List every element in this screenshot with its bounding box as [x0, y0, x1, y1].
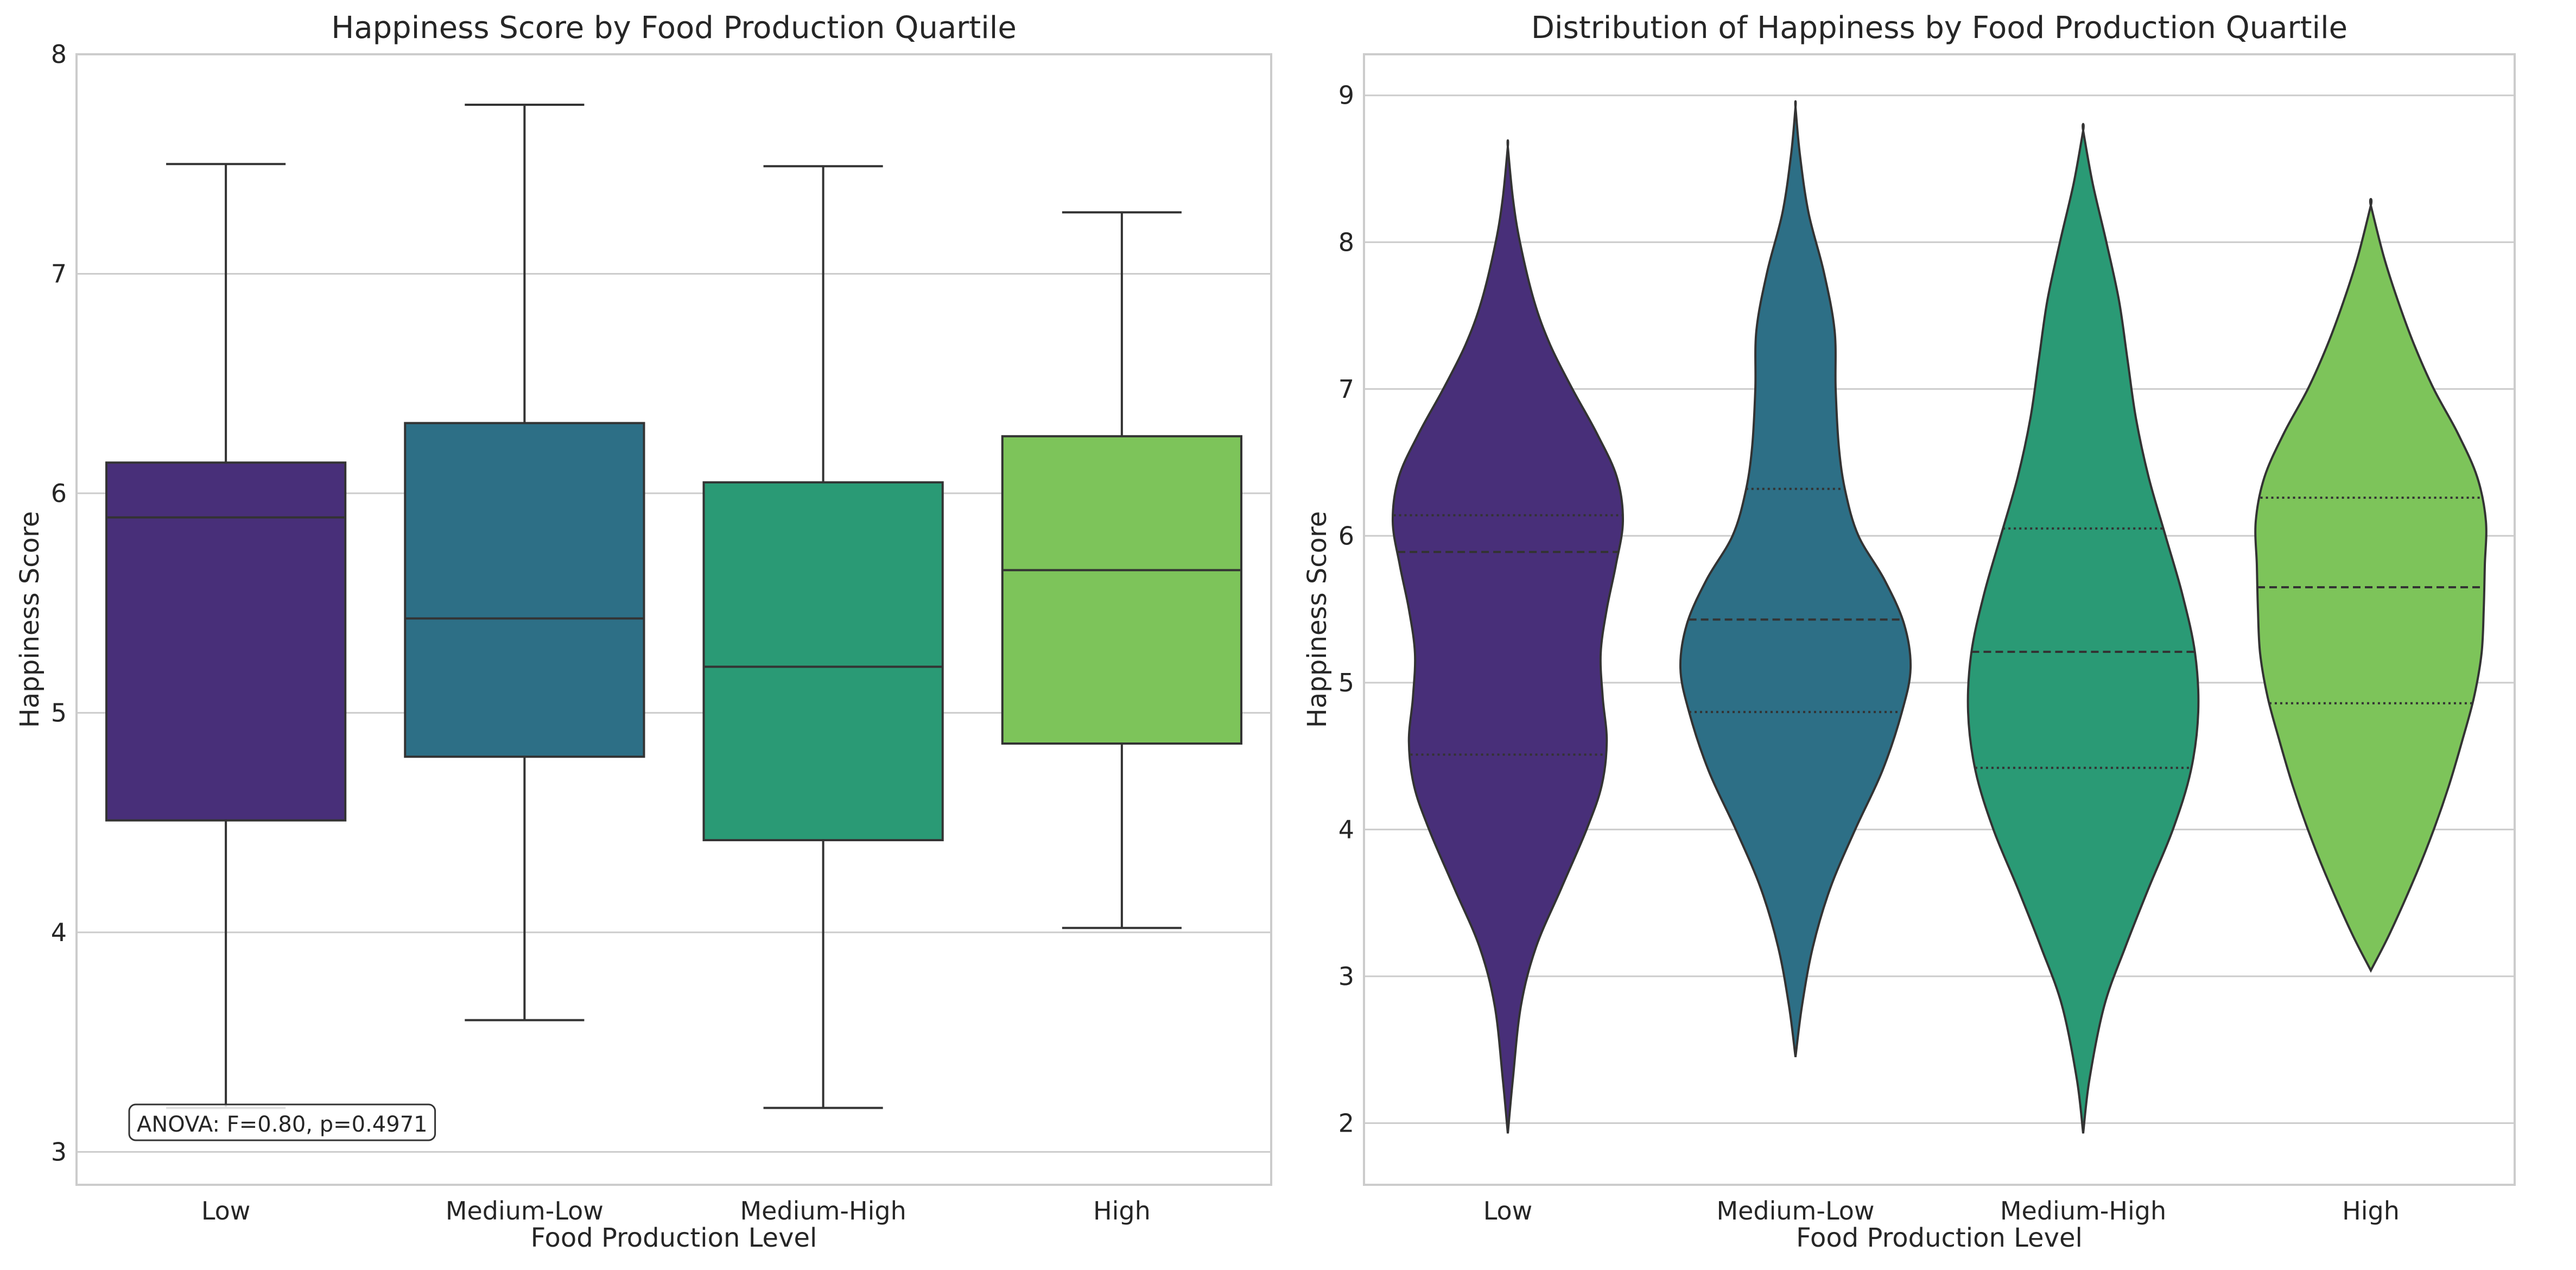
boxplot-panel: 3 4 5 6 7 8 Low Medium-Low Medium-High High Happin…	[15, 10, 1272, 1253]
box-iqr	[404, 422, 645, 758]
y-tick-label: 6	[1338, 521, 1354, 550]
x-axis-label: Food Production Level	[531, 1223, 817, 1253]
violin-body	[1391, 139, 1625, 1134]
x-tick-label: Low	[1483, 1196, 1533, 1225]
y-tick-label: 9	[1338, 81, 1354, 110]
anova-box	[128, 1103, 436, 1141]
y-tick-label: 5	[51, 698, 67, 727]
y-tick-label: 3	[1338, 962, 1354, 991]
violin-panel: 2 3 4 5 6 7 8 9 Low Medium-Low Medium-High High Dist…	[1302, 10, 2516, 1253]
box-iqr	[1001, 435, 1242, 745]
violin-body	[1679, 100, 1912, 1057]
y-tick-label: 8	[1338, 227, 1354, 257]
x-tick-label: High	[2342, 1196, 2400, 1225]
violin-high	[2254, 198, 2488, 973]
y-tick-label: 2	[1338, 1108, 1354, 1138]
y-axis-label: Happiness Score	[1302, 511, 1333, 728]
y-tick-label: 3	[51, 1137, 67, 1166]
axes-frame	[75, 53, 1272, 1186]
anova-text: ANOVA: F=0.80, p=0.4971	[137, 1112, 428, 1137]
chart-title: Distribution of Happiness by Food Produc…	[1531, 10, 2347, 46]
y-tick-label: 4	[51, 918, 67, 947]
y-axis-label: Happiness Score	[15, 511, 45, 728]
x-tick-label: Medium-Low	[1716, 1196, 1874, 1225]
violin-body	[1966, 123, 2200, 1134]
violin-low	[1391, 139, 1625, 1134]
x-tick-label: Medium-High	[2000, 1196, 2166, 1225]
x-tick-label: Medium-Low	[446, 1196, 604, 1225]
axes-frame	[1363, 53, 2516, 1186]
violin-medium-low	[1679, 100, 1912, 1057]
anova-annotation: ANOVA: F=0.80, p=0.4971	[128, 1103, 436, 1141]
x-tick-label: Medium-High	[740, 1196, 906, 1225]
box-iqr	[105, 461, 347, 822]
x-tick-label: Low	[201, 1196, 251, 1225]
y-tick-label: 8	[51, 40, 67, 69]
violin-medium-high	[1966, 123, 2200, 1134]
x-tick-label: High	[1093, 1196, 1151, 1225]
x-axis-label: Food Production Level	[1796, 1223, 2083, 1253]
box-medium-high	[702, 165, 944, 1109]
y-tick-label: 7	[1338, 374, 1354, 404]
y-tick-label: 5	[1338, 668, 1354, 697]
y-tick-label: 6	[51, 479, 67, 508]
box-iqr	[702, 481, 944, 841]
box-high	[1001, 211, 1242, 929]
box-low	[105, 163, 347, 1109]
box-medium-low	[404, 104, 645, 1021]
violin-body	[2254, 198, 2488, 973]
y-tick-label: 4	[1338, 815, 1354, 844]
chart-title: Happiness Score by Food Production Quart…	[331, 10, 1017, 46]
y-tick-label: 7	[51, 259, 67, 288]
